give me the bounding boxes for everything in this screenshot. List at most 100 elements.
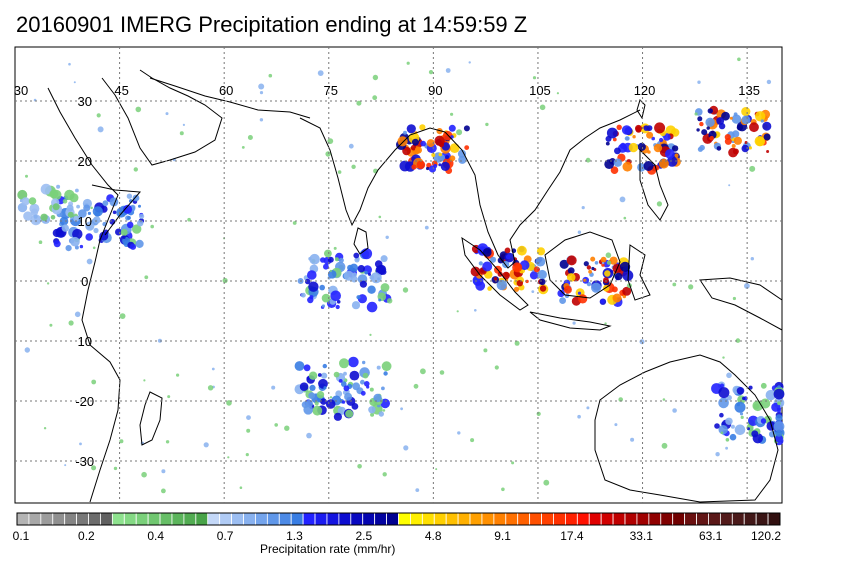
- precip-cell: [619, 196, 626, 203]
- precip-cell: [622, 286, 632, 296]
- precip-cell: [482, 261, 493, 272]
- precip-cell: [85, 221, 95, 231]
- precip-cell: [307, 270, 317, 280]
- coastline-new-guinea: [699, 277, 783, 331]
- precip-cell: [327, 270, 337, 279]
- precip-cell: [227, 456, 230, 459]
- precip-cell: [603, 277, 609, 284]
- precip-cell: [478, 261, 483, 266]
- precip-cell: [512, 262, 523, 273]
- precip-cell: [621, 125, 632, 135]
- colorbar-swatch: [100, 512, 113, 526]
- colorbar-swatch: [731, 512, 745, 526]
- precip-cell: [701, 129, 708, 136]
- colorbar-swatch: [624, 512, 638, 526]
- precip-cell: [323, 386, 327, 390]
- precip-cell: [411, 138, 419, 146]
- precip-cell: [699, 121, 704, 127]
- precip-cell: [119, 439, 124, 444]
- precip-cell: [536, 247, 546, 256]
- precip-cell: [474, 309, 477, 312]
- precip-cell: [531, 290, 535, 293]
- precip-cell: [654, 122, 666, 134]
- precip-cell: [581, 206, 585, 210]
- precip-cell: [133, 167, 138, 172]
- precip-cell: [373, 393, 382, 403]
- precip-cell: [241, 146, 245, 149]
- precip-cell: [716, 146, 722, 151]
- precip-cell: [91, 379, 97, 385]
- precip-cell: [501, 487, 505, 492]
- precip-cell: [79, 442, 82, 446]
- precip-cell: [364, 381, 370, 387]
- lat-tick-label: 30: [77, 94, 91, 109]
- precip-cell: [635, 124, 642, 132]
- precip-cell: [420, 368, 426, 375]
- precip-cell: [591, 282, 602, 293]
- colorbar-swatch: [302, 512, 316, 526]
- colorbar-swatch: [159, 512, 173, 526]
- precip-cell: [325, 399, 336, 409]
- precip-cell: [505, 254, 511, 260]
- colorbar-tick-label: 0.1: [12, 529, 30, 543]
- precip-cell: [87, 211, 91, 215]
- precip-cell: [366, 301, 378, 313]
- precip-cell: [92, 246, 96, 250]
- precip-cell: [382, 472, 387, 477]
- precip-cell: [369, 333, 372, 336]
- precip-cell: [381, 361, 392, 372]
- precip-cell: [308, 392, 316, 399]
- precip-cell: [356, 100, 362, 106]
- precip-cell: [380, 398, 391, 409]
- precip-cell: [90, 206, 93, 210]
- precip-cell: [351, 403, 359, 410]
- precip-cell: [338, 257, 344, 263]
- precip-cell: [97, 126, 104, 133]
- precip-cell: [622, 161, 633, 172]
- precip-cell: [343, 371, 347, 376]
- precip-cell: [775, 434, 783, 443]
- precip-cell: [161, 469, 166, 474]
- precip-cell: [349, 370, 360, 381]
- precip-cell: [563, 285, 572, 294]
- colorbar-tick-label: 4.8: [424, 529, 442, 543]
- precip-cell: [93, 227, 99, 234]
- precip-cell: [610, 166, 619, 174]
- colorbar-swatch: [433, 512, 447, 526]
- precip-cell: [337, 170, 342, 174]
- precip-cell: [294, 361, 305, 371]
- precip-cell: [741, 107, 751, 117]
- precip-cell: [23, 211, 33, 221]
- precip-cell: [304, 278, 311, 285]
- precip-cell: [511, 461, 515, 465]
- precip-cell: [482, 248, 492, 257]
- precip-cell: [76, 204, 80, 209]
- colorbar-swatch: [410, 512, 423, 526]
- precip-cell: [135, 239, 144, 248]
- precip-cell: [729, 116, 733, 120]
- precip-cell: [737, 57, 741, 62]
- precip-cell: [203, 442, 209, 448]
- precip-cell: [415, 488, 420, 492]
- precip-cell: [413, 383, 419, 389]
- precip-cell: [246, 415, 251, 420]
- precip-cell: [337, 406, 346, 415]
- precip-cell: [150, 224, 154, 229]
- colorbar-swatch: [64, 512, 78, 526]
- precip-cell: [387, 298, 393, 304]
- precip-cell: [339, 358, 349, 369]
- precip-cell: [376, 365, 381, 370]
- precip-cell: [750, 257, 754, 261]
- precip-cell: [176, 373, 180, 377]
- precip-cell: [85, 233, 93, 241]
- precip-cell: [348, 143, 354, 149]
- precip-cell: [323, 263, 329, 270]
- precip-cell: [671, 145, 679, 152]
- precip-cell: [742, 396, 746, 401]
- precip-cell: [719, 383, 725, 388]
- precip-cell: [86, 258, 93, 265]
- precip-cell: [724, 134, 731, 141]
- precip-cell: [343, 385, 350, 392]
- colorbar-swatch: [755, 512, 769, 526]
- precip-cell: [64, 464, 67, 467]
